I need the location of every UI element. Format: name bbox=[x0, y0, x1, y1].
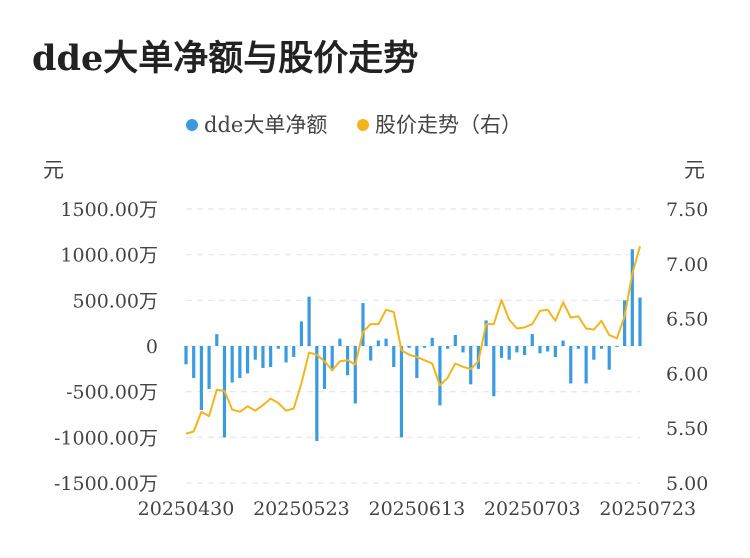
bar bbox=[315, 346, 319, 441]
bar bbox=[276, 346, 280, 349]
bar bbox=[245, 346, 250, 374]
bar bbox=[322, 346, 327, 389]
legend-bar-label[interactable]: dde大单净额 bbox=[204, 113, 327, 137]
y-left-tick-label: -1500.00万 bbox=[54, 473, 158, 495]
bar bbox=[307, 296, 311, 346]
bar bbox=[330, 346, 334, 371]
legend[interactable]: dde大单净额 股价走势（右） bbox=[186, 113, 522, 137]
bar bbox=[215, 334, 219, 346]
y-left-tick-label: 1500.00万 bbox=[60, 199, 158, 221]
bar bbox=[361, 303, 365, 346]
bar bbox=[369, 346, 373, 361]
bar-series bbox=[184, 249, 642, 441]
bar bbox=[515, 346, 519, 353]
left-axis-unit: 元 bbox=[43, 158, 64, 182]
bar bbox=[546, 346, 550, 352]
legend-line-label[interactable]: 股价走势（右） bbox=[375, 113, 522, 137]
bar bbox=[607, 346, 611, 370]
x-tick-label: 20250613 bbox=[368, 498, 465, 520]
bar bbox=[199, 346, 203, 410]
bar bbox=[453, 335, 457, 346]
bar bbox=[184, 346, 188, 365]
x-tick-label: 20250703 bbox=[484, 498, 581, 520]
bar bbox=[507, 346, 511, 360]
line-series bbox=[185, 246, 641, 435]
bar bbox=[392, 346, 396, 368]
y-right-tick-label: 5.00 bbox=[666, 473, 708, 495]
bar bbox=[484, 320, 488, 346]
bar bbox=[230, 346, 234, 383]
bar bbox=[407, 346, 411, 348]
bar bbox=[623, 300, 627, 346]
x-tick-label: 20250523 bbox=[253, 498, 350, 520]
bar bbox=[469, 346, 473, 385]
bar bbox=[376, 340, 380, 346]
x-tick-label: 20250430 bbox=[138, 498, 235, 520]
bar bbox=[561, 340, 565, 346]
legend-bar-marker bbox=[186, 119, 198, 131]
y-left-tick-label: 0 bbox=[146, 336, 158, 358]
x-tick-label: 20250723 bbox=[599, 498, 696, 520]
bar bbox=[238, 346, 242, 378]
y-left-tick-label: 1000.00万 bbox=[60, 245, 158, 267]
bar bbox=[638, 297, 642, 346]
bar bbox=[599, 346, 604, 349]
bar bbox=[269, 346, 273, 368]
bar bbox=[569, 346, 573, 384]
bar bbox=[338, 338, 342, 346]
bar bbox=[553, 346, 557, 357]
bar bbox=[384, 338, 388, 346]
bar bbox=[522, 346, 527, 356]
bar bbox=[415, 346, 419, 378]
y-left-tick-label: -500.00万 bbox=[66, 382, 158, 404]
bar bbox=[530, 334, 534, 346]
axis-labels: 1500.00万 1000.00万 500.00万 0 -500.00万 -1000.00… bbox=[54, 199, 708, 520]
bar bbox=[422, 346, 427, 348]
bar bbox=[261, 346, 265, 368]
bar bbox=[615, 346, 619, 347]
bar bbox=[576, 346, 581, 349]
bar bbox=[438, 346, 442, 406]
bar bbox=[584, 346, 588, 384]
bar bbox=[592, 346, 596, 360]
bar bbox=[399, 346, 404, 438]
bar bbox=[284, 346, 288, 363]
bar bbox=[538, 346, 542, 354]
bar bbox=[192, 346, 196, 378]
bar bbox=[499, 346, 504, 358]
bar bbox=[207, 346, 211, 389]
bar bbox=[630, 249, 634, 346]
y-right-tick-label: 7.50 bbox=[666, 199, 708, 221]
bar bbox=[353, 346, 357, 404]
bar bbox=[461, 346, 465, 353]
price-line bbox=[185, 246, 641, 435]
bar bbox=[292, 346, 296, 357]
bar bbox=[446, 346, 450, 349]
y-left-tick-label: -1000.00万 bbox=[54, 427, 158, 449]
bar bbox=[492, 346, 496, 397]
y-right-tick-label: 6.50 bbox=[666, 309, 708, 331]
y-left-tick-label: 500.00万 bbox=[73, 290, 158, 312]
bar bbox=[430, 337, 434, 346]
chart-title: dde大单净额与股价走势 bbox=[32, 38, 419, 79]
y-right-tick-label: 5.50 bbox=[666, 418, 708, 440]
right-axis-unit: 元 bbox=[684, 158, 705, 182]
bar bbox=[299, 321, 304, 346]
y-right-tick-label: 6.00 bbox=[666, 363, 708, 385]
legend-line-marker bbox=[357, 119, 369, 131]
bar bbox=[253, 346, 257, 360]
y-right-tick-label: 7.00 bbox=[666, 254, 708, 276]
